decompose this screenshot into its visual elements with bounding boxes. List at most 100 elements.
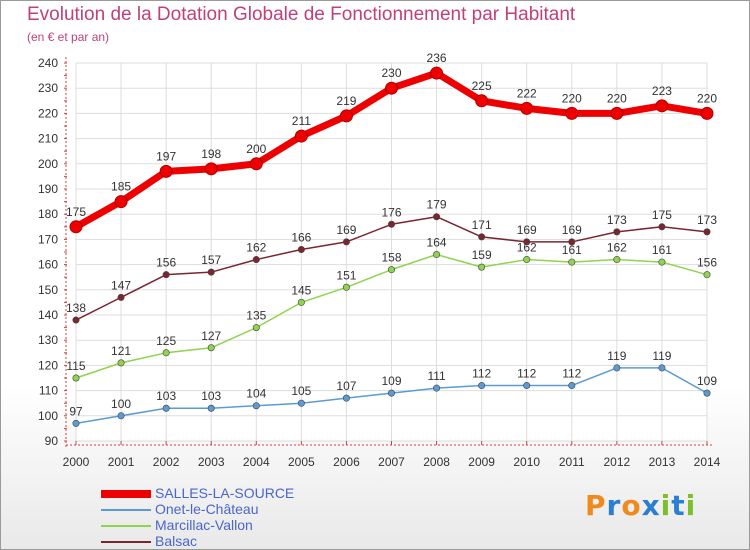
data-label: 161 xyxy=(562,243,582,257)
data-point xyxy=(703,389,711,397)
y-tick-label: 120 xyxy=(38,358,58,372)
data-point xyxy=(613,228,621,236)
x-tick-label: 2001 xyxy=(108,455,135,469)
data-point xyxy=(658,364,666,372)
data-point xyxy=(162,271,170,279)
data-point xyxy=(523,382,531,390)
data-label: 104 xyxy=(246,387,266,401)
data-point xyxy=(613,256,621,264)
logo-letter: P xyxy=(585,489,607,522)
data-label: 109 xyxy=(381,374,401,388)
data-label: 151 xyxy=(336,268,356,282)
data-label: 220 xyxy=(562,91,582,105)
x-tick-label: 2013 xyxy=(649,455,676,469)
data-label: 121 xyxy=(111,344,131,358)
data-label: 198 xyxy=(201,147,221,161)
legend-label: Marcillac-Vallon xyxy=(155,517,253,533)
y-tick-label: 150 xyxy=(38,283,58,297)
data-point xyxy=(568,382,576,390)
data-label: 222 xyxy=(517,86,537,100)
data-label: 169 xyxy=(562,223,582,237)
data-point xyxy=(430,66,444,80)
x-tick-label: 2005 xyxy=(288,455,315,469)
x-tick-label: 2010 xyxy=(513,455,540,469)
legend-label: SALLES-LA-SOURCE xyxy=(155,485,295,501)
logo-letter: i xyxy=(685,489,697,522)
data-point xyxy=(72,374,80,382)
x-tick-label: 2002 xyxy=(153,455,180,469)
data-point xyxy=(613,364,621,372)
data-point xyxy=(523,238,531,246)
data-point xyxy=(72,419,80,427)
data-label: 236 xyxy=(427,51,447,65)
data-label: 169 xyxy=(336,223,356,237)
data-point xyxy=(700,106,714,120)
y-tick-label: 210 xyxy=(38,132,58,146)
data-point xyxy=(297,298,305,306)
data-label: 176 xyxy=(381,205,401,219)
data-label: 230 xyxy=(381,66,401,80)
logo-letter: i xyxy=(660,489,672,522)
data-point xyxy=(520,101,534,115)
data-point xyxy=(658,258,666,266)
legend-swatch xyxy=(101,509,151,511)
data-label: 164 xyxy=(427,236,447,250)
data-label: 220 xyxy=(607,91,627,105)
data-label: 161 xyxy=(652,243,672,257)
data-point xyxy=(703,271,711,279)
data-point xyxy=(387,389,395,397)
data-point xyxy=(433,251,441,259)
data-label: 225 xyxy=(472,79,492,93)
y-tick-label: 160 xyxy=(38,258,58,272)
data-label: 115 xyxy=(66,359,85,373)
data-label: 145 xyxy=(291,283,311,297)
line-chart: 90 100 110 120 130 140 150 160 170 180 190 200 210 22… xyxy=(38,51,721,469)
data-label: 103 xyxy=(156,389,176,403)
data-label: 103 xyxy=(201,389,221,403)
legend-swatch xyxy=(101,490,151,498)
data-point xyxy=(565,106,579,120)
logo-letter: r xyxy=(606,489,622,522)
data-label: 171 xyxy=(472,218,492,232)
legend-swatch xyxy=(101,541,151,543)
y-tick-label: 100 xyxy=(38,409,58,423)
y-tick-label: 140 xyxy=(38,308,58,322)
legend: SALLES-LA-SOURCE Onet-le-Château Marcillac… xyxy=(101,485,421,549)
data-label: 223 xyxy=(652,84,672,98)
data-point xyxy=(658,223,666,231)
legend-label: Balsac xyxy=(155,533,198,549)
data-point xyxy=(342,394,350,402)
data-label: 169 xyxy=(517,223,537,237)
data-label: 97 xyxy=(69,404,83,418)
data-label: 125 xyxy=(156,334,176,348)
data-point xyxy=(475,94,489,108)
data-label: 112 xyxy=(562,367,581,381)
data-label: 162 xyxy=(517,241,537,255)
data-label: 166 xyxy=(291,230,311,244)
data-label: 112 xyxy=(517,367,536,381)
data-point xyxy=(387,220,395,228)
y-tick-label: 200 xyxy=(38,157,58,171)
data-label: 156 xyxy=(156,256,176,270)
chart-subtitle: (en € et par an) xyxy=(27,30,110,44)
data-point xyxy=(342,238,350,246)
data-label: 219 xyxy=(336,94,356,108)
data-label: 200 xyxy=(246,142,266,156)
data-point xyxy=(568,238,576,246)
data-label: 158 xyxy=(381,251,401,265)
data-label: 147 xyxy=(111,278,131,292)
data-point xyxy=(433,384,441,392)
data-label: 175 xyxy=(652,208,672,222)
data-point xyxy=(297,399,305,407)
data-point xyxy=(610,106,624,120)
data-point xyxy=(342,283,350,291)
data-label: 197 xyxy=(156,149,176,163)
logo-letter: x xyxy=(641,489,661,522)
legend-item: Onet-le-Château xyxy=(101,501,421,518)
data-point xyxy=(433,213,441,221)
data-label: 112 xyxy=(472,367,491,381)
data-point xyxy=(252,324,260,332)
data-label: 111 xyxy=(427,369,446,383)
x-tick-label: 2009 xyxy=(468,455,495,469)
x-tick-label: 2007 xyxy=(378,455,405,469)
